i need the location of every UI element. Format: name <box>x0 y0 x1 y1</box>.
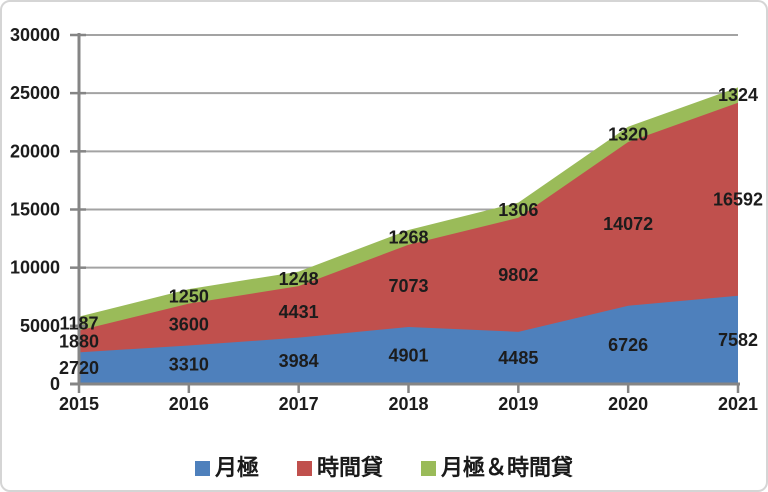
data-label: 1268 <box>388 227 428 247</box>
data-label: 7073 <box>388 276 428 296</box>
x-axis-tick-label: 2017 <box>279 394 319 414</box>
legend: 月極 時間貸 月極＆時間貸 <box>2 450 766 486</box>
x-axis-tick-label: 2021 <box>718 394 758 414</box>
x-axis-tick-label: 2018 <box>388 394 428 414</box>
y-axis-tick-label: 25000 <box>10 83 60 103</box>
data-label: 1306 <box>498 200 538 220</box>
area-series-1 <box>79 102 738 384</box>
data-label: 9802 <box>498 265 538 285</box>
legend-swatch-monthly-icon <box>194 460 210 476</box>
data-label: 4901 <box>388 345 428 365</box>
data-label: 3600 <box>169 315 209 335</box>
x-axis-tick-label: 2015 <box>59 394 99 414</box>
area-series <box>79 87 738 385</box>
y-axis-tick-label: 20000 <box>10 141 60 161</box>
legend-item-hourly: 時間貸 <box>296 455 383 480</box>
legend-label-hourly: 時間貸 <box>316 455 383 480</box>
data-labels: 2720 3310 3984 4901 4485 6726 7582 1880 3600 4431… <box>59 85 763 378</box>
x-axis-tick-label: 2019 <box>498 394 538 414</box>
legend-item-monthly: 月極 <box>194 455 259 480</box>
x-axis-tick-label: 2020 <box>608 394 648 414</box>
data-label: 7582 <box>718 330 758 350</box>
data-label: 16592 <box>713 189 763 209</box>
axis-ticks <box>70 33 740 393</box>
data-label: 2720 <box>59 358 99 378</box>
y-axis-tick-label: 30000 <box>10 25 60 45</box>
data-label: 1248 <box>279 269 319 289</box>
data-label: 3984 <box>279 351 319 371</box>
data-label: 1187 <box>59 314 98 334</box>
x-axis-tick-label: 2016 <box>169 394 209 414</box>
data-label: 4431 <box>279 302 319 322</box>
legend-swatch-monthly-and-hourly-icon <box>421 460 436 476</box>
data-label: 1250 <box>169 286 209 306</box>
x-axis-labels: 2015 2016 2017 2018 2019 2020 2021 <box>59 394 758 414</box>
data-label: 1320 <box>608 124 648 144</box>
data-label: 3310 <box>169 355 209 375</box>
data-label: 4485 <box>498 348 538 368</box>
y-axis-tick-label: 0 <box>50 374 60 394</box>
y-axis-tick-label: 5000 <box>20 316 60 336</box>
legend-label-monthly-and-hourly: 月極＆時間貸 <box>441 455 574 480</box>
legend-swatch-hourly-icon <box>296 460 312 476</box>
y-axis-tick-label: 10000 <box>10 258 60 278</box>
legend-label-monthly: 月極 <box>214 455 259 480</box>
data-label: 1324 <box>718 85 758 105</box>
area-series-0 <box>79 295 738 384</box>
legend-item-monthly-and-hourly: 月極＆時間貸 <box>421 457 573 479</box>
data-label: 1880 <box>59 331 99 351</box>
data-label: 14072 <box>603 214 653 234</box>
data-label: 6726 <box>608 335 648 355</box>
y-axis-labels: 0 5000 10000 15000 20000 25000 30000 <box>10 25 60 394</box>
y-axis-tick-label: 15000 <box>10 200 60 220</box>
